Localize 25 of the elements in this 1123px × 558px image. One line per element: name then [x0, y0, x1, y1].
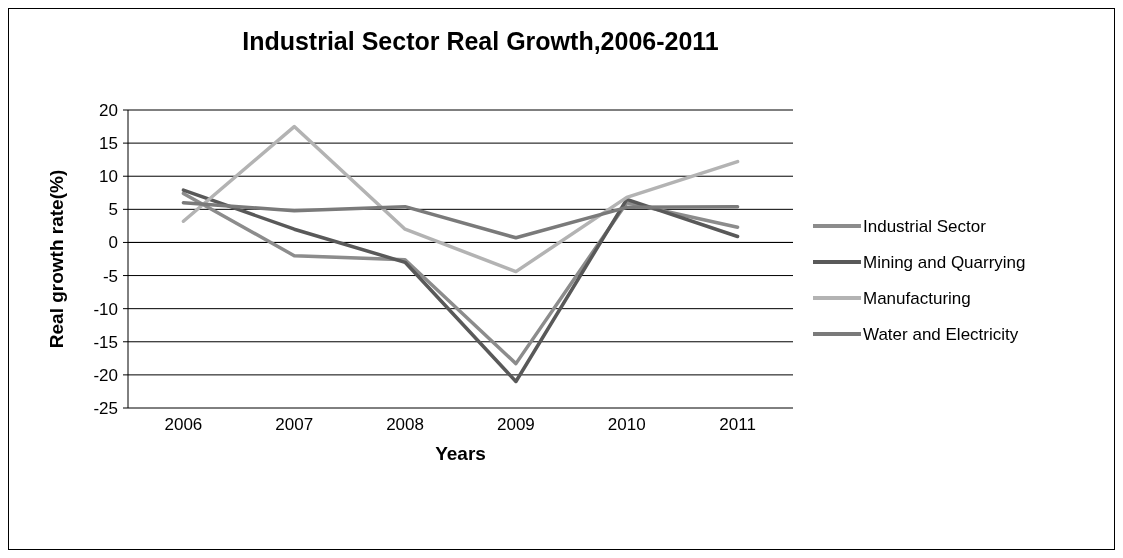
- y-tick-label: 5: [108, 200, 118, 220]
- line-series: [181, 200, 740, 240]
- x-tick-label: 2009: [497, 415, 535, 434]
- y-tick-label: -10: [93, 299, 118, 319]
- y-tick-label: -5: [102, 266, 118, 286]
- x-tick-label: 2011: [719, 415, 756, 434]
- x-tick-label: 2006: [164, 415, 203, 434]
- legend-label: Mining and Quarrying: [863, 252, 1026, 272]
- x-tick-label: 2007: [275, 415, 314, 434]
- legend-label: Manufacturing: [863, 288, 971, 308]
- legend-label: Water and Electricity: [863, 324, 1019, 344]
- y-tick-label: 15: [99, 134, 118, 154]
- y-tick-label: 20: [99, 100, 118, 120]
- y-tick-label: -15: [93, 332, 118, 352]
- x-tick-label: 2008: [386, 415, 424, 434]
- chart-title: Industrial Sector Real Growth,2006-2011: [242, 27, 719, 55]
- legend-label: Industrial Sector: [863, 216, 987, 236]
- x-axis-title: Years: [435, 443, 486, 464]
- y-tick-label: 10: [99, 167, 118, 187]
- y-tick-label: 0: [108, 233, 118, 253]
- y-tick-label: -25: [93, 398, 118, 418]
- y-axis-title: Real growth rate(%): [46, 169, 67, 349]
- y-tick-label: -20: [93, 365, 118, 385]
- x-tick-label: 2010: [607, 415, 646, 434]
- line-series: [181, 124, 740, 274]
